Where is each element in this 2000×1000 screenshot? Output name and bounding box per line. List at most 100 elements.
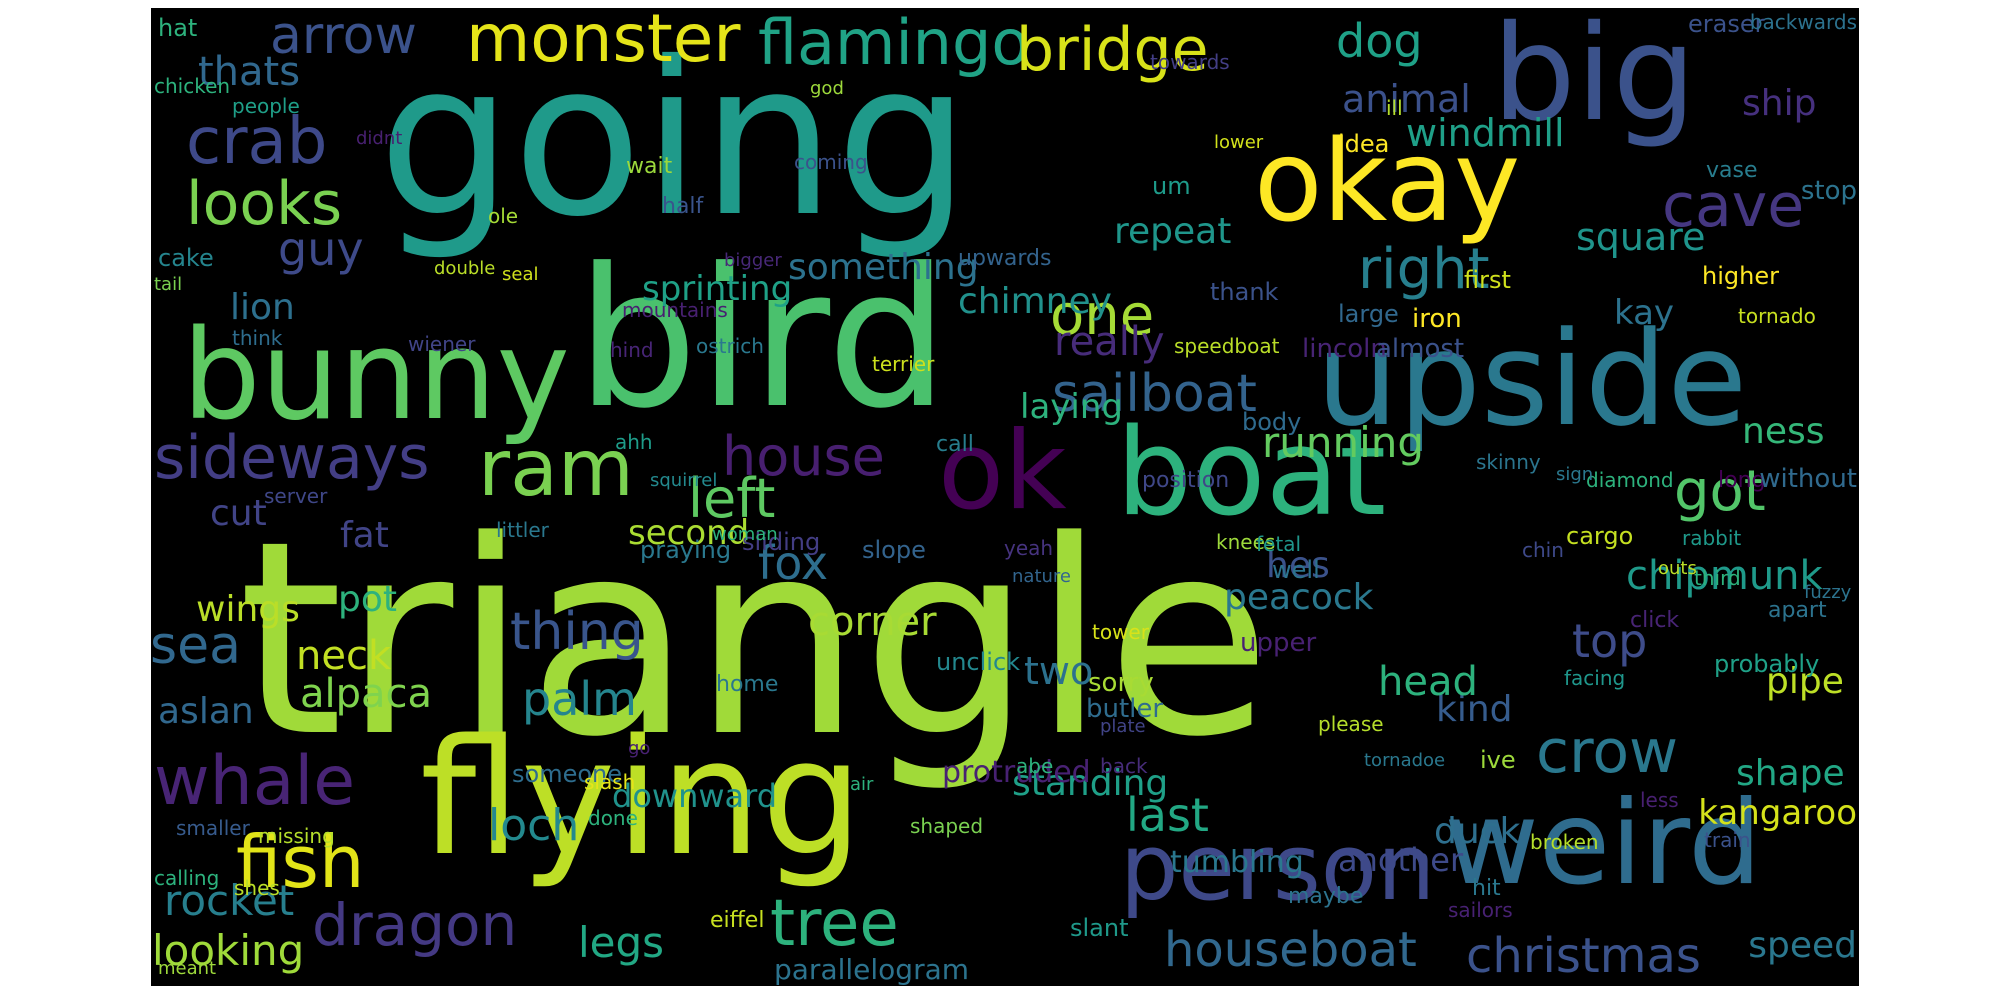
cloud-word: fish	[236, 820, 365, 904]
cloud-word: house	[722, 425, 885, 488]
cloud-word: top	[1572, 614, 1648, 668]
cloud-word: bridge	[1016, 15, 1209, 85]
cloud-word: tumbling	[1170, 845, 1304, 880]
cloud-word: shape	[1736, 753, 1845, 794]
cloud-word: duck	[1434, 811, 1521, 852]
cloud-word: slant	[1070, 914, 1129, 942]
cloud-word: right	[1358, 237, 1490, 302]
cloud-word: lion	[230, 287, 295, 328]
cloud-word: chin	[1522, 538, 1564, 562]
cloud-word: houseboat	[1164, 922, 1417, 978]
cloud-word: wiener	[408, 332, 476, 356]
cloud-word: third	[1694, 566, 1741, 590]
cloud-word: two	[1024, 649, 1094, 693]
cloud-word: bigger	[724, 250, 782, 271]
cloud-word: protruded	[942, 755, 1091, 790]
cloud-word: nature	[1012, 566, 1071, 587]
cloud-word: missing	[258, 824, 335, 848]
cloud-word: big	[1492, 8, 1697, 151]
cloud-word: boat	[1116, 404, 1387, 543]
cloud-word: sideways	[154, 423, 430, 493]
cloud-word: kangaroo	[1698, 793, 1857, 833]
cloud-word: facing	[1564, 666, 1626, 690]
cloud-word: palm	[522, 672, 637, 726]
cloud-word: second	[628, 513, 750, 553]
cloud-word: flamingo	[758, 8, 1030, 79]
cloud-word: wings	[196, 589, 300, 630]
cloud-word: shaped	[910, 814, 984, 838]
cloud-word: crow	[1536, 717, 1679, 787]
cloud-word: wait	[626, 154, 673, 179]
cloud-word: thing	[510, 602, 644, 662]
cloud-word: sliding	[742, 528, 821, 556]
cloud-word: downward	[612, 777, 778, 815]
cloud-word: sprinting	[642, 269, 793, 309]
cloud-word: well	[1272, 556, 1320, 584]
cloud-word: chimney	[958, 281, 1112, 322]
cloud-word: less	[1640, 788, 1679, 812]
cloud-word: ahh	[615, 430, 653, 454]
cloud-word: hes	[1266, 545, 1330, 586]
cloud-word: eraser	[1688, 10, 1765, 38]
cloud-word: fat	[340, 515, 389, 556]
cloud-word: lincoln	[1302, 334, 1387, 364]
cloud-word: got	[1674, 459, 1766, 524]
cloud-word: knees	[1216, 530, 1276, 554]
cloud-word: tornadoe	[1364, 750, 1446, 771]
cloud-word: first	[1464, 266, 1511, 294]
cloud-word: praying	[640, 536, 732, 564]
cloud-word: double	[434, 258, 496, 279]
cloud-word: rocket	[164, 876, 295, 925]
cloud-word: half	[662, 194, 704, 219]
cloud-word: hit	[1472, 876, 1501, 901]
cloud-word: upwards	[958, 246, 1052, 271]
cloud-word: almost	[1376, 334, 1465, 364]
cloud-word: person	[1120, 814, 1436, 921]
cloud-word: cargo	[1566, 522, 1634, 550]
cloud-word: probably	[1714, 650, 1820, 678]
cloud-word: loch	[488, 800, 580, 851]
cloud-word: bird	[576, 228, 949, 451]
cloud-word: hat	[158, 14, 198, 42]
cloud-word: skinny	[1476, 450, 1541, 474]
cloud-word: train	[1704, 828, 1751, 852]
cloud-word: last	[1126, 788, 1209, 842]
cloud-word: square	[1576, 215, 1706, 259]
cloud-word: seal	[502, 264, 539, 285]
cloud-word: tail	[154, 274, 183, 295]
cloud-word: vase	[1706, 158, 1758, 183]
cloud-word: home	[716, 672, 779, 697]
cloud-word: whale	[154, 742, 356, 821]
cloud-word: arrow	[270, 8, 417, 66]
cloud-word: idea	[1338, 130, 1390, 158]
cloud-word: ill	[1386, 96, 1403, 120]
cloud-word: really	[1054, 319, 1165, 365]
cloud-word: upside	[1316, 303, 1748, 455]
cloud-word: another	[1338, 841, 1464, 879]
cloud-word: ness	[1742, 411, 1825, 452]
cloud-word: coming	[794, 150, 868, 174]
cloud-word: sorry	[1088, 668, 1154, 698]
cloud-word: alpaca	[300, 671, 433, 717]
cloud-word: tornado	[1738, 304, 1816, 328]
cloud-word: shes	[234, 876, 280, 900]
cloud-word: running	[1262, 418, 1425, 467]
cloud-word: squirrel	[650, 470, 718, 491]
cloud-word: weird	[1444, 776, 1762, 911]
word-cloud: triangle going bird flying upside big weird bun…	[151, 8, 1859, 986]
cloud-word: dog	[1336, 14, 1423, 68]
cloud-word: click	[1630, 608, 1680, 633]
cloud-word: unclick	[936, 648, 1021, 676]
cloud-word: aslan	[158, 691, 254, 732]
cloud-word: monster	[466, 8, 741, 77]
cloud-word: okay	[1254, 117, 1521, 247]
cloud-word: backwards	[1749, 10, 1857, 34]
cloud-word: bunny	[182, 304, 570, 448]
cloud-word: people	[232, 94, 300, 118]
cloud-word: someone	[512, 760, 622, 788]
cloud-word: without	[1759, 464, 1857, 494]
cloud-word: triangle	[238, 484, 1272, 796]
cloud-word: um	[1152, 172, 1191, 200]
cloud-word: standing	[1012, 763, 1169, 804]
cloud-word: repeat	[1114, 211, 1232, 252]
